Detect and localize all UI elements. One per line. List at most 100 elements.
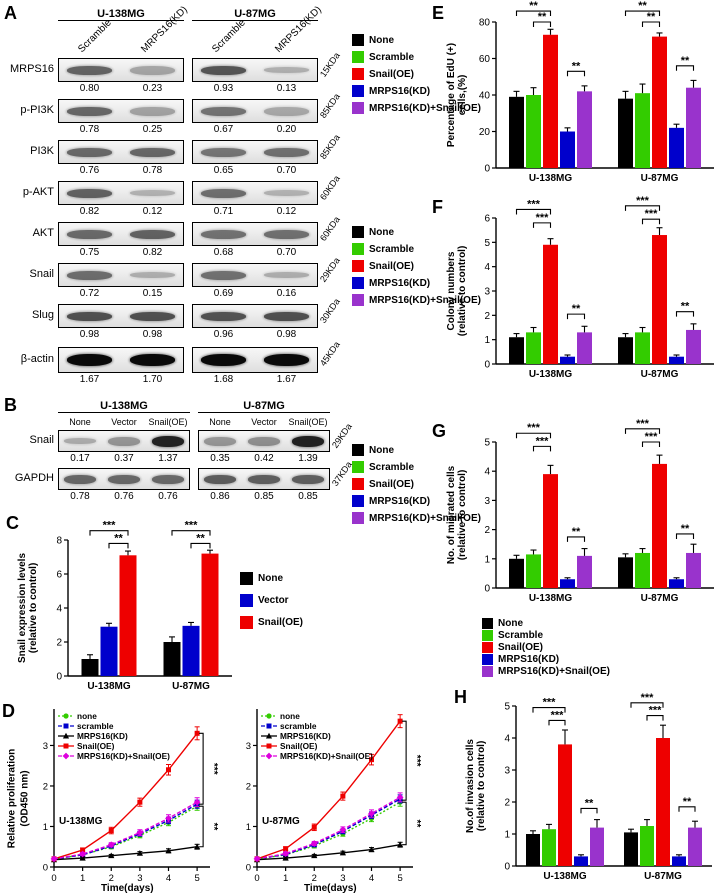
band-value: 0.98 — [276, 329, 297, 340]
band-value: 0.75 — [79, 247, 100, 258]
panel-h: None Scramble Snail(OE) MRPS16(KD) MRPS16(KD… — [430, 616, 718, 895]
chart-title: U-138MG — [59, 816, 103, 827]
sig-bracket — [199, 732, 204, 805]
y-tick-label: 6 — [56, 570, 62, 581]
y-tick-label: 60 — [479, 54, 491, 65]
band-value: 0.85 — [254, 491, 274, 502]
y-tick-label: 20 — [479, 127, 491, 138]
kda-label: 85KDa — [317, 132, 342, 161]
legend-label: MRPS16(KD)+Snail(OE) — [369, 102, 481, 114]
x-category-label: U-138MG — [529, 173, 573, 184]
x-axis-title: Time(days) — [101, 883, 154, 894]
bar — [635, 332, 650, 364]
y-tick-label: 80 — [479, 18, 491, 29]
x-tick-label: 4 — [369, 873, 374, 884]
bar — [577, 332, 592, 364]
blot-band — [129, 106, 176, 116]
y-axis-title: No.of invasion cells(relative to control… — [465, 739, 487, 833]
y-tick-label: 8 — [56, 536, 62, 547]
panel-a-blots: U-138MG U-87MG Scramble MRPS16(KD) Scramble M… — [0, 0, 364, 396]
blot-row-label: β-actin — [20, 353, 54, 365]
y-tick-label: 4 — [484, 262, 490, 273]
sig-label: ** — [681, 55, 690, 67]
marker-square — [311, 824, 317, 830]
lane-label: Scramble — [75, 17, 114, 55]
marker-diamond — [265, 752, 273, 760]
y-tick-label: 3 — [43, 741, 48, 752]
legend-label: Snail(OE) — [498, 642, 544, 653]
marker-diamond — [253, 855, 261, 863]
x-tick-label: 3 — [137, 873, 142, 884]
series-line — [53, 846, 198, 861]
legend-label: MRPS16(KD) — [77, 731, 128, 741]
blot-band — [66, 106, 113, 116]
y-tick-label: 3 — [484, 496, 490, 507]
sig-label: *** — [551, 709, 565, 721]
y-tick-label: 1 — [43, 822, 48, 833]
blot-band — [248, 436, 280, 446]
series-line — [53, 803, 198, 860]
sig-label: ** — [638, 0, 647, 12]
bar — [635, 552, 650, 588]
bar — [100, 626, 118, 676]
marker-square — [137, 799, 143, 805]
bar — [618, 557, 633, 588]
panel-f-letter: F — [432, 197, 443, 217]
blot-band — [66, 311, 113, 321]
sig-bracket — [532, 445, 552, 452]
bar — [656, 738, 670, 866]
legend-entry: None — [352, 226, 481, 238]
bar — [652, 463, 667, 588]
band-value: 0.23 — [142, 83, 163, 94]
band-value: 0.12 — [142, 206, 163, 217]
marker-triangle — [311, 852, 318, 859]
blot-band — [108, 474, 140, 484]
x-tick-label: 2 — [109, 873, 114, 884]
legend-entry: MRPS16(KD)+Snail(OE) — [352, 512, 481, 524]
legend-entry: MRPS16(KD)+Snail(OE) — [482, 666, 610, 677]
band-value: 0.70 — [276, 165, 297, 176]
legend-label: MRPS16(KD) — [369, 495, 431, 507]
legend-entry: Scramble — [482, 630, 610, 641]
blot-band — [66, 229, 113, 239]
marker-diamond — [50, 855, 58, 863]
legend-swatch — [352, 34, 364, 46]
bar — [669, 356, 684, 364]
band-value: 0.37 — [114, 453, 134, 464]
x-category-label: U-138MG — [529, 369, 573, 380]
sig-bracket — [515, 208, 552, 215]
band-value: 0.71 — [213, 206, 234, 217]
sig-bracket — [515, 432, 552, 439]
legend-swatch — [482, 666, 493, 677]
blot-box — [198, 430, 330, 452]
panel-b: B U-138MG U-87MG None Vector Snail(OE) None Ve… — [0, 396, 364, 514]
sig-bracket — [171, 530, 211, 536]
legend-label: Snail(OE) — [77, 741, 115, 751]
band-value: 0.96 — [213, 329, 234, 340]
bar — [543, 34, 558, 169]
band-value: 1.37 — [158, 453, 178, 464]
band-value: 0.35 — [210, 453, 230, 464]
sig-bracket — [190, 542, 211, 549]
band-value: 0.78 — [142, 165, 163, 176]
blot-band — [66, 354, 113, 366]
bar — [635, 93, 650, 168]
bar — [81, 659, 99, 676]
y-axis-title-line: (relative to control) — [457, 246, 468, 337]
legend-entry: None — [482, 618, 610, 629]
bar — [618, 98, 633, 168]
lane-label: Snail(OE) — [148, 417, 188, 427]
band-value: 0.82 — [79, 206, 100, 217]
x-category-label: U-87MG — [641, 593, 679, 604]
legend-swatch — [352, 51, 364, 63]
x-category-label: U-87MG — [172, 681, 210, 692]
bar — [618, 337, 633, 364]
legend-entry: Snail(OE) — [240, 616, 303, 629]
blot-band — [66, 270, 113, 280]
y-tick-label: 2 — [43, 781, 48, 792]
marker-diamond — [62, 752, 70, 760]
bar — [119, 555, 137, 676]
y-axis-title-line: Snail expression levels — [17, 553, 28, 663]
sig-label: ** — [572, 303, 581, 315]
